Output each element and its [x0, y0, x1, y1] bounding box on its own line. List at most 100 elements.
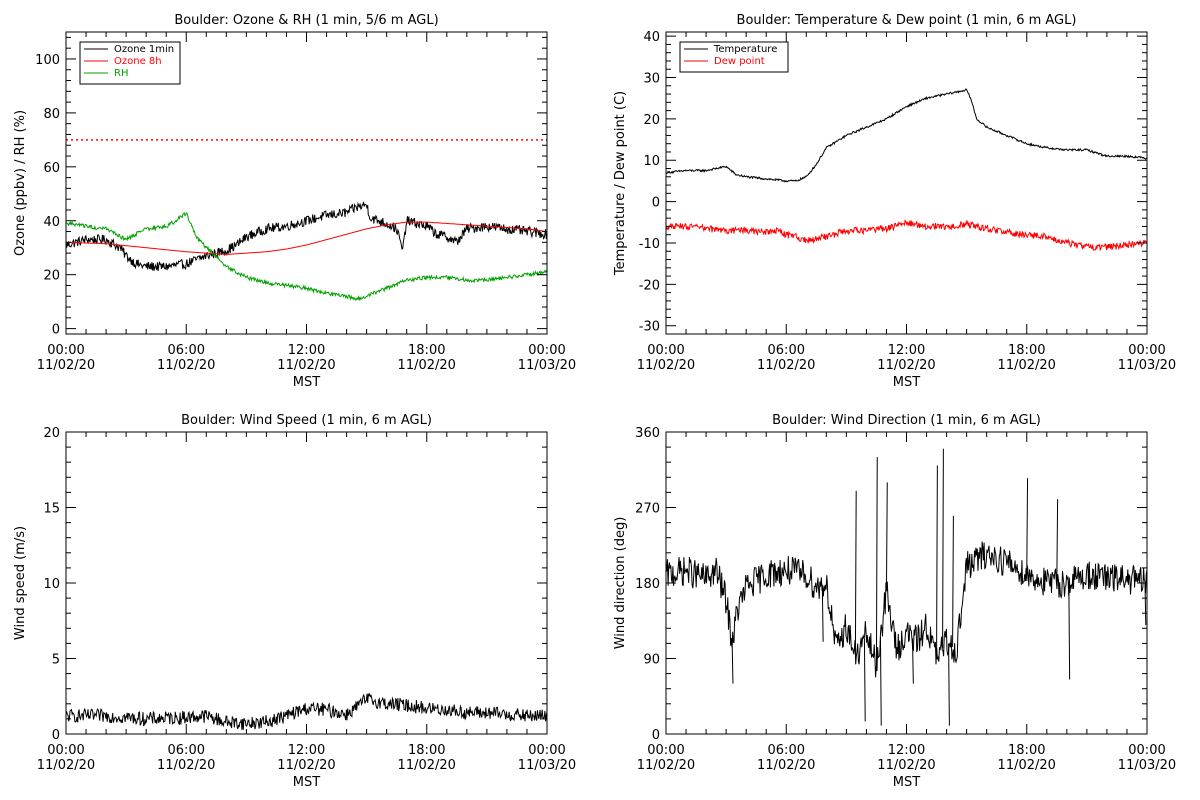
- y-tick-label: -10: [639, 237, 660, 252]
- x-tick-time: 06:00: [768, 343, 805, 358]
- x-tick-time: 18:00: [408, 743, 445, 758]
- direction-spike: [854, 490, 857, 656]
- y-tick-label: 20: [43, 426, 60, 441]
- y-tick-label: 0: [52, 728, 60, 743]
- y-tick-label: 180: [635, 577, 660, 592]
- direction-spike: [821, 584, 824, 642]
- x-tick-time: 06:00: [768, 743, 805, 758]
- chart-panel-2: Boulder: Temperature & Dew point (1 min,…: [613, 13, 1176, 390]
- y-tick-label: 0: [652, 196, 660, 211]
- y-tick-label: 40: [643, 30, 660, 45]
- legend-entry: Dew point: [714, 56, 765, 67]
- chart-title: Boulder: Ozone & RH (1 min, 5/6 m AGL): [174, 13, 438, 28]
- y-tick-label: 270: [635, 502, 660, 517]
- x-axis-label: MST: [293, 375, 320, 390]
- direction-spike: [885, 482, 888, 592]
- x-tick-date: 11/03/20: [1118, 358, 1176, 373]
- x-tick-time: 18:00: [408, 343, 445, 358]
- direction-spike: [942, 448, 944, 649]
- chart-panel-4: Boulder: Wind Direction (1 min, 6 m AGL)…: [613, 413, 1176, 790]
- y-tick-label: 0: [52, 323, 60, 338]
- y-tick-label: 30: [643, 72, 660, 87]
- x-tick-time: 18:00: [1008, 743, 1045, 758]
- x-tick-date: 11/02/20: [757, 758, 815, 773]
- x-tick-time: 06:00: [168, 743, 205, 758]
- direction-spike: [863, 638, 866, 722]
- legend-entry: Ozone 1min: [114, 44, 174, 55]
- y-axis-label: Temperature / Dew point (C): [613, 91, 628, 276]
- x-tick-date: 11/02/20: [998, 758, 1056, 773]
- x-tick-time: 12:00: [888, 743, 925, 758]
- x-tick-time: 00:00: [47, 743, 84, 758]
- x-tick-time: 00:00: [647, 743, 684, 758]
- y-tick-label: -20: [639, 278, 660, 293]
- y-tick-label: 100: [35, 53, 60, 68]
- y-tick-label: 10: [43, 577, 60, 592]
- direction-spike: [1056, 499, 1059, 584]
- chart-title: Boulder: Wind Speed (1 min, 6 m AGL): [181, 413, 432, 428]
- x-tick-date: 11/02/20: [157, 358, 215, 373]
- y-tick-label: 20: [643, 113, 660, 128]
- chart-title: Boulder: Temperature & Dew point (1 min,…: [737, 13, 1077, 28]
- y-tick-label: 90: [643, 653, 660, 668]
- legend-box: [679, 41, 789, 73]
- series-line-2: [66, 221, 547, 255]
- chart-panel-3: Boulder: Wind Speed (1 min, 6 m AGL) 0 5 10…: [13, 413, 576, 790]
- x-tick-date: 11/03/20: [518, 358, 576, 373]
- chart-title: Boulder: Wind Direction (1 min, 6 m AGL): [772, 413, 1041, 428]
- x-tick-time: 00:00: [528, 343, 565, 358]
- series-line-1: [66, 692, 547, 730]
- x-tick-time: 06:00: [168, 343, 205, 358]
- series-line-1: [66, 201, 547, 271]
- direction-spike: [948, 643, 950, 726]
- direction-spike: [912, 638, 914, 684]
- x-tick-date: 11/02/20: [277, 358, 335, 373]
- series-line-1: [666, 541, 1147, 678]
- x-tick-time: 12:00: [888, 343, 925, 358]
- y-tick-label: 360: [635, 426, 660, 441]
- y-tick-label: -30: [639, 320, 660, 335]
- x-tick-date: 11/02/20: [757, 358, 815, 373]
- x-tick-date: 11/02/20: [37, 358, 95, 373]
- x-tick-date: 11/02/20: [37, 758, 95, 773]
- x-tick-date: 11/02/20: [277, 758, 335, 773]
- y-axis-label: Ozone (ppbv) / RH (%): [13, 110, 28, 256]
- direction-spike: [952, 515, 954, 647]
- legend-entry: Temperature: [713, 44, 777, 55]
- y-tick-label: 20: [43, 269, 60, 284]
- direction-spike: [1026, 478, 1029, 575]
- x-tick-date: 11/02/20: [998, 358, 1056, 373]
- direction-spike: [936, 465, 938, 659]
- x-tick-date: 11/02/20: [637, 758, 695, 773]
- x-tick-time: 18:00: [1008, 343, 1045, 358]
- chart-panel-1: Boulder: Ozone & RH (1 min, 5/6 m AGL) 0 2…: [13, 13, 576, 390]
- y-tick-label: 0: [652, 728, 660, 743]
- x-tick-time: 00:00: [528, 743, 565, 758]
- legend-entry: RH: [114, 68, 128, 79]
- x-tick-time: 00:00: [1128, 743, 1165, 758]
- x-tick-date: 11/02/20: [398, 758, 456, 773]
- series-line-2: [666, 219, 1147, 251]
- y-tick-label: 15: [43, 502, 60, 517]
- x-tick-date: 11/02/20: [398, 358, 456, 373]
- x-tick-date: 11/03/20: [518, 758, 576, 773]
- x-axis-label: MST: [293, 775, 320, 790]
- x-tick-time: 12:00: [288, 343, 325, 358]
- direction-spike: [731, 641, 734, 684]
- x-tick-date: 11/02/20: [637, 358, 695, 373]
- plot-frame: [665, 31, 1148, 335]
- plot-frame: [65, 431, 548, 735]
- y-tick-label: 5: [52, 653, 60, 668]
- y-axis-label: Wind direction (deg): [613, 517, 628, 650]
- x-tick-time: 00:00: [647, 343, 684, 358]
- y-axis-label: Wind speed (m/s): [13, 526, 28, 640]
- x-tick-date: 11/02/20: [877, 758, 935, 773]
- direction-spike: [879, 636, 882, 726]
- y-tick-label: 80: [43, 107, 60, 122]
- y-tick-label: 10: [643, 154, 660, 169]
- legend-entry: Ozone 8h: [114, 56, 162, 67]
- plot-frame: [665, 431, 1148, 735]
